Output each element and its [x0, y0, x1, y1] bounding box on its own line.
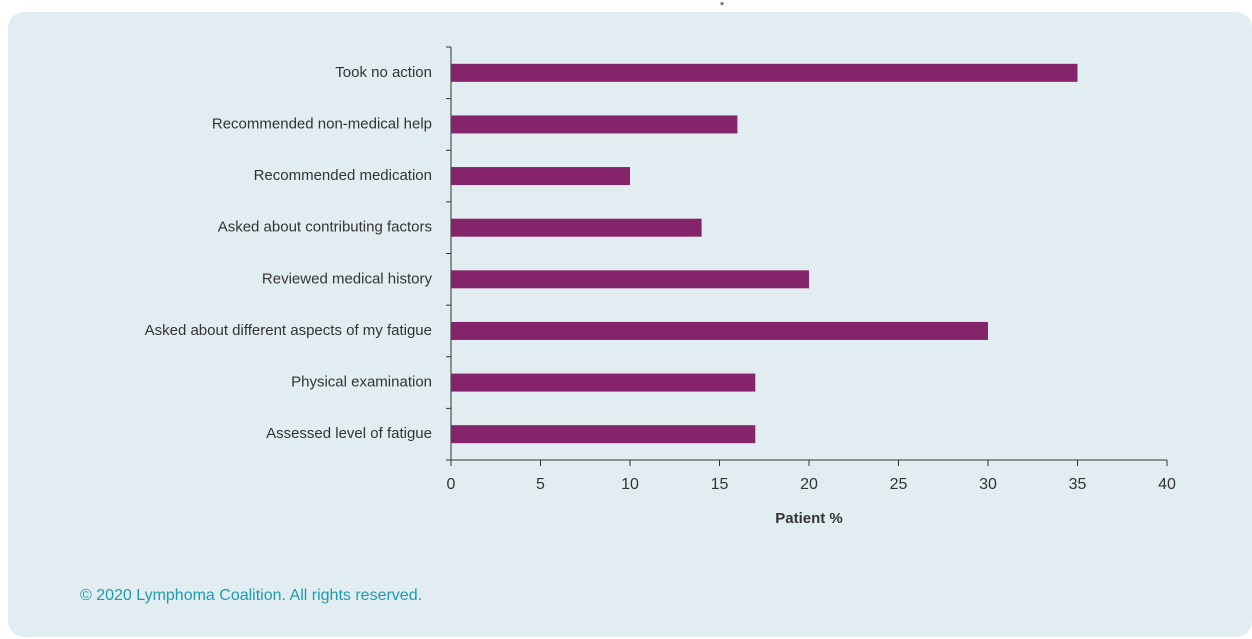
x-tick-label: 35 — [1069, 476, 1087, 493]
y-tick-label: Took no action — [335, 64, 432, 81]
bar — [451, 373, 756, 392]
y-tick-label: Asked about different aspects of my fati… — [145, 322, 432, 339]
bar — [451, 63, 1078, 82]
x-tick-label: 5 — [536, 476, 545, 493]
bar — [451, 425, 756, 444]
y-tick-label: Recommended medication — [254, 167, 432, 184]
x-tick-label: 10 — [621, 476, 639, 493]
y-tick-label: Reviewed medical history — [262, 270, 433, 287]
annotation: * — [720, 0, 725, 12]
source: © 2020 Lymphoma Coalition. All rights re… — [80, 587, 422, 604]
x-tick-label: 0 — [447, 476, 456, 493]
x-tick-label: 15 — [711, 476, 729, 493]
bar — [451, 218, 702, 237]
x-axis-label: Patient % — [775, 510, 843, 527]
x-tick-label: 30 — [979, 476, 997, 493]
bar — [451, 167, 630, 186]
y-tick-label: Asked about contributing factors — [218, 219, 432, 236]
bar — [451, 115, 738, 134]
y-tick-label: Physical examination — [291, 374, 432, 391]
x-tick-label: 20 — [800, 476, 818, 493]
x-tick-label: 40 — [1158, 476, 1176, 493]
bar — [451, 321, 988, 340]
bar — [451, 270, 809, 289]
x-tick-label: 25 — [890, 476, 908, 493]
y-tick-label: Recommended non-medical help — [212, 115, 432, 132]
y-tick-label: Assessed level of fatigue — [266, 425, 432, 442]
